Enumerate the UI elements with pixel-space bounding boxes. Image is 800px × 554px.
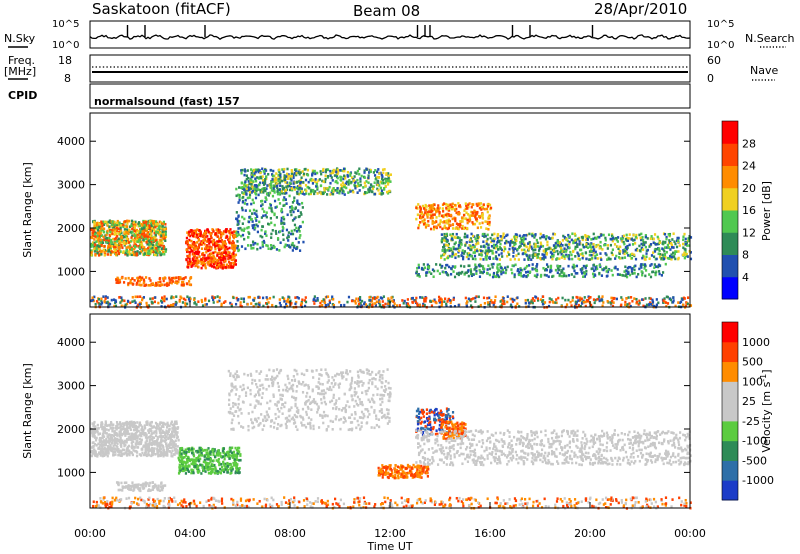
station-title: Saskatoon (fitACF) bbox=[92, 0, 231, 18]
freq-unit: [MHz] bbox=[4, 65, 36, 78]
power-y-ticks: 4000 3000 2000 1000 bbox=[57, 135, 690, 278]
velocity-panel: 4000 3000 2000 1000 Slant Range [km] bbox=[21, 313, 692, 510]
velocity-colorbar-segment bbox=[722, 460, 738, 481]
velocity-y-tick-label: 3000 bbox=[57, 380, 85, 393]
nsky-panel: 10^5 10^0 10^5 10^0 N.Sky N.Search bbox=[4, 19, 795, 51]
beam-title: Beam 08 bbox=[353, 2, 420, 20]
date-title: 28/Apr/2010 bbox=[594, 0, 687, 18]
power-panel: 4000 3000 2000 1000 Slant Range [km] bbox=[21, 112, 693, 309]
power-y-tick-label: 1000 bbox=[57, 265, 85, 278]
velocity-colorbar-tick: 100 bbox=[742, 375, 763, 388]
velocity-colorbar-segment bbox=[722, 440, 738, 461]
power-y-tick-label: 2000 bbox=[57, 222, 85, 235]
velocity-colorbar-segment bbox=[722, 381, 738, 402]
x-tick-label: 20:00 bbox=[574, 527, 606, 540]
velocity-colorbar-segment bbox=[722, 480, 738, 501]
power-colorbar-segment bbox=[722, 165, 738, 189]
power-colorbar-segment bbox=[722, 143, 738, 166]
velocity-y-label: Slant Range [km] bbox=[21, 363, 34, 459]
x-tick-label: 04:00 bbox=[174, 527, 206, 540]
velocity-colorbar-segment bbox=[722, 341, 738, 363]
velocity-colorbar-segment bbox=[722, 361, 738, 382]
velocity-y-tick-label: 2000 bbox=[57, 423, 85, 436]
velocity-colorbar-tick: 500 bbox=[742, 356, 763, 369]
cpid-text: normalsound (fast) 157 bbox=[94, 95, 240, 108]
power-colorbar-segment bbox=[722, 254, 738, 278]
x-ticks: 00:00 04:00 08:00 12:00 16:00 20:00 00:00 bbox=[74, 301, 706, 540]
cpid-panel: CPID normalsound (fast) 157 bbox=[8, 83, 691, 109]
velocity-y-tick-label: 4000 bbox=[57, 336, 85, 349]
velocity-colorbar-tick: 25 bbox=[742, 395, 756, 408]
power-y-label: Slant Range [km] bbox=[21, 162, 34, 258]
nave-tick-top: 60 bbox=[707, 54, 721, 67]
velocity-colorbar-segment bbox=[722, 322, 738, 343]
velocity-y-tick-label: 1000 bbox=[57, 466, 85, 479]
velocity-colorbar-label: Velocity [m s-1] bbox=[759, 369, 773, 452]
power-colorbar-tick: 24 bbox=[742, 160, 756, 173]
nsky-trace bbox=[89, 34, 691, 41]
velocity-colorbar-tick: -25 bbox=[742, 415, 760, 428]
power-data bbox=[90, 167, 693, 309]
power-colorbar-tick: 4 bbox=[742, 271, 749, 284]
power-colorbar-tick: 16 bbox=[742, 204, 756, 217]
power-colorbar-segment bbox=[722, 121, 738, 144]
velocity-y-ticks: 4000 3000 2000 1000 bbox=[57, 336, 690, 479]
nave-label: Nave bbox=[750, 64, 778, 77]
power-colorbar-segment bbox=[722, 276, 738, 300]
velocity-colorbar-tick: -500 bbox=[742, 454, 767, 467]
power-y-tick-label: 3000 bbox=[57, 179, 85, 192]
power-colorbar-segment bbox=[722, 232, 738, 255]
velocity-colorbar-tick: -1000 bbox=[742, 474, 774, 487]
x-tick-label: 00:00 bbox=[674, 527, 706, 540]
power-colorbar-tick: 12 bbox=[742, 226, 756, 239]
power-colorbar-tick: 28 bbox=[742, 137, 756, 150]
nsearch-label: N.Search bbox=[745, 32, 795, 45]
nsky-tick-bottom: 10^0 bbox=[52, 40, 79, 51]
velocity-data bbox=[90, 368, 692, 510]
nsky-right-tick-bottom: 10^0 bbox=[707, 40, 734, 51]
power-y-tick-label: 4000 bbox=[57, 135, 85, 148]
velocity-colorbar-segment bbox=[722, 401, 738, 422]
x-tick-label: 16:00 bbox=[474, 527, 506, 540]
cpid-label: CPID bbox=[8, 89, 37, 102]
velocity-colorbar-segment bbox=[722, 420, 738, 442]
nsky-tick-top: 10^5 bbox=[52, 19, 79, 30]
x-axis-title: Time UT bbox=[366, 540, 412, 553]
velocity-colorbar-tick: -100 bbox=[742, 435, 767, 448]
velocity-colorbar: 1000 500 100 25 -25 -100 -500 -1000 bbox=[721, 321, 774, 501]
power-colorbar: 28 24 20 16 12 8 4 bbox=[721, 120, 756, 300]
power-colorbar-segment bbox=[722, 210, 738, 233]
freq-tick-top: 18 bbox=[58, 54, 72, 67]
power-colorbar-tick: 8 bbox=[742, 249, 749, 262]
x-tick-label: 00:00 bbox=[74, 527, 106, 540]
freq-label: Freq. bbox=[8, 54, 35, 67]
freq-panel: 18 8 60 0 Freq. [MHz] Nave bbox=[4, 54, 778, 85]
nave-tick-bottom: 0 bbox=[707, 72, 714, 85]
velocity-colorbar-tick: 1000 bbox=[742, 336, 770, 349]
power-colorbar-tick: 20 bbox=[742, 182, 756, 195]
power-colorbar-label: Power [dB] bbox=[760, 181, 773, 241]
x-tick-label: 12:00 bbox=[374, 527, 406, 540]
nsky-label: N.Sky bbox=[4, 32, 36, 45]
power-colorbar-segment bbox=[722, 187, 738, 211]
nsky-right-tick-top: 10^5 bbox=[707, 19, 734, 30]
freq-tick-bottom: 8 bbox=[64, 72, 71, 85]
nsky-spikes bbox=[126, 25, 594, 37]
x-tick-label: 08:00 bbox=[274, 527, 306, 540]
